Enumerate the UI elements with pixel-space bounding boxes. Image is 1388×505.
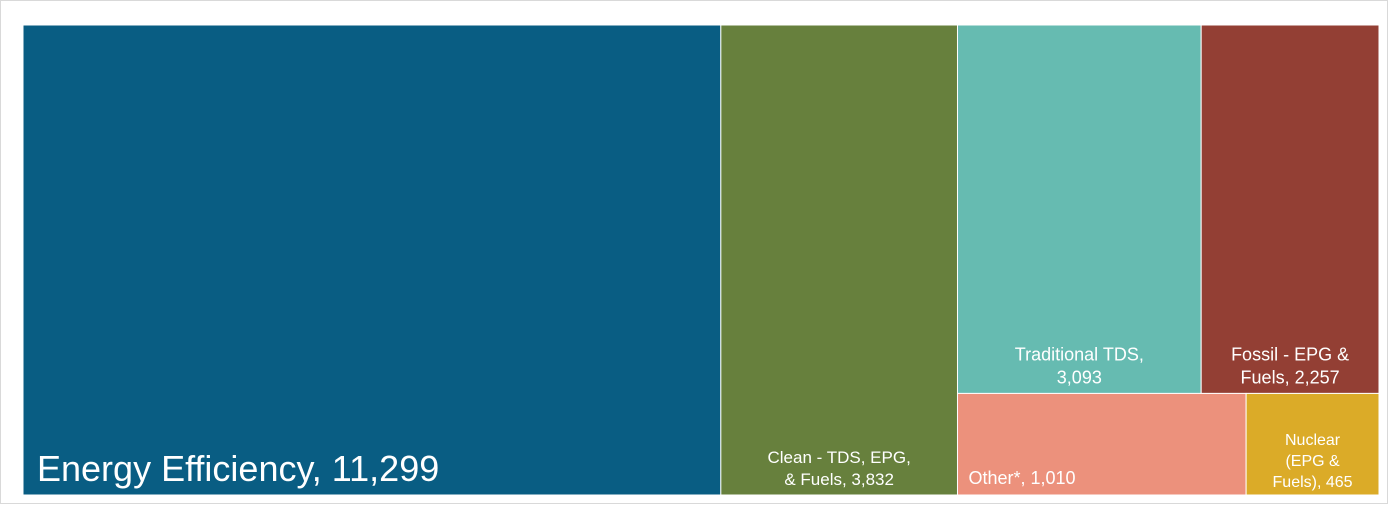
- tile-label-line: Fuels, 2,257: [1241, 367, 1340, 387]
- tile-label-other: Other*, 1,010: [968, 468, 1075, 488]
- tile-label-line: 3,093: [1057, 367, 1102, 387]
- tile-label-line: & Fuels, 3,832: [784, 470, 894, 489]
- tile-label-line: (EPG &: [1285, 453, 1340, 470]
- tile-fossil-epg-fuels: Fossil - EPG & Fuels, 2,257: [1200, 24, 1380, 394]
- tile-rect-traditional-tds: [956, 24, 1202, 394]
- tile-label-line: Fossil - EPG &: [1231, 344, 1349, 364]
- tile-traditional-tds: Traditional TDS, 3,093: [956, 24, 1202, 394]
- tile-label-energy-efficiency: Energy Efficiency, 11,299: [37, 448, 439, 489]
- tile-label-nuclear-epg-fuels: Nuclear (EPG & Fuels), 465: [1273, 432, 1353, 491]
- tile-label-line: Energy Efficiency, 11,299: [37, 448, 439, 489]
- tile-label-line: Clean - TDS, EPG,: [768, 448, 911, 467]
- tile-nuclear-epg-fuels: Nuclear (EPG & Fuels), 465: [1245, 392, 1380, 496]
- tile-energy-efficiency: Energy Efficiency, 11,299: [22, 24, 722, 496]
- tile-label-line: Nuclear: [1285, 432, 1341, 449]
- tile-label-line: Other*, 1,010: [968, 468, 1075, 488]
- tile-rect-other: [956, 392, 1247, 496]
- tile-label-clean-tds-epg-fuels: Clean - TDS, EPG, & Fuels, 3,832: [768, 448, 911, 489]
- tile-clean-tds-epg-fuels: Clean - TDS, EPG, & Fuels, 3,832: [720, 24, 958, 496]
- tile-label-line: Fuels), 465: [1273, 474, 1353, 491]
- tile-other: Other*, 1,010: [956, 392, 1247, 496]
- tile-label-fossil-epg-fuels: Fossil - EPG & Fuels, 2,257: [1231, 344, 1349, 387]
- tile-label-traditional-tds: Traditional TDS, 3,093: [1015, 344, 1144, 387]
- tile-rect-nuclear-epg-fuels: [1245, 392, 1380, 496]
- tile-label-line: Traditional TDS,: [1015, 344, 1144, 364]
- tile-rect-clean-tds-epg-fuels: [720, 24, 958, 496]
- tile-rect-fossil-epg-fuels: [1200, 24, 1380, 394]
- tile-rect-energy-efficiency: [22, 24, 722, 496]
